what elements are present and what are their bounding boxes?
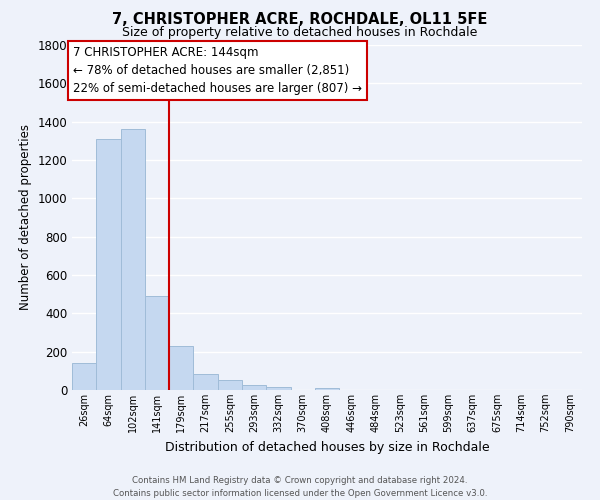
Bar — [193, 374, 218, 390]
Bar — [121, 130, 145, 390]
Bar — [96, 139, 121, 390]
Bar — [169, 346, 193, 390]
Bar — [145, 296, 169, 390]
Text: Size of property relative to detached houses in Rochdale: Size of property relative to detached ho… — [122, 26, 478, 39]
Text: Contains HM Land Registry data © Crown copyright and database right 2024.
Contai: Contains HM Land Registry data © Crown c… — [113, 476, 487, 498]
Text: 7 CHRISTOPHER ACRE: 144sqm
← 78% of detached houses are smaller (2,851)
22% of s: 7 CHRISTOPHER ACRE: 144sqm ← 78% of deta… — [73, 46, 362, 95]
Bar — [218, 380, 242, 390]
Bar — [315, 388, 339, 390]
Y-axis label: Number of detached properties: Number of detached properties — [19, 124, 32, 310]
Bar — [266, 387, 290, 390]
Bar — [72, 363, 96, 390]
Text: 7, CHRISTOPHER ACRE, ROCHDALE, OL11 5FE: 7, CHRISTOPHER ACRE, ROCHDALE, OL11 5FE — [112, 12, 488, 28]
X-axis label: Distribution of detached houses by size in Rochdale: Distribution of detached houses by size … — [164, 440, 490, 454]
Bar — [242, 385, 266, 390]
